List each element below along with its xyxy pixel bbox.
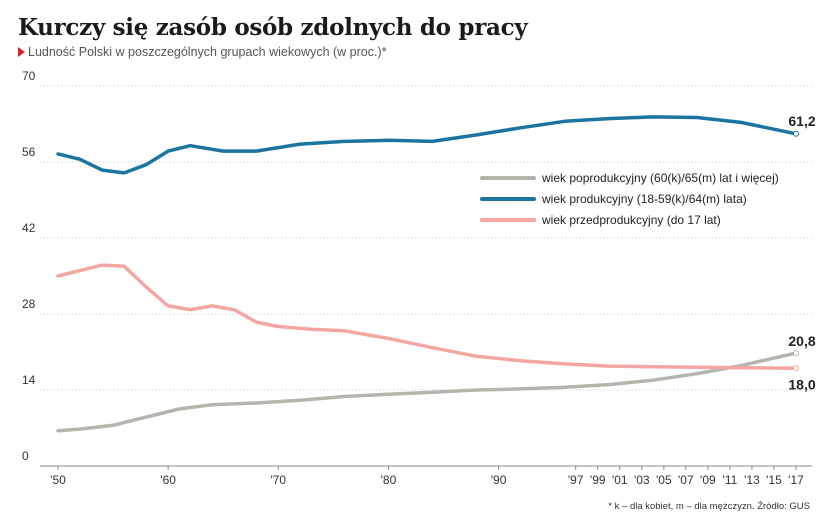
end-point-marker: [793, 350, 799, 357]
grid-layer: [40, 85, 812, 467]
y-tick-label: 28: [22, 297, 36, 311]
footnote: * k – dla kobiet, m – dla mężczyzn. Źród…: [608, 501, 810, 512]
x-tick-label: '01: [612, 473, 628, 487]
red-triangle-icon: [18, 47, 25, 57]
end-value-label: 61,2: [788, 113, 815, 129]
end-value-label: 20,8: [788, 333, 815, 349]
x-tick-label: '17: [788, 473, 804, 487]
x-tick-label: '07: [678, 473, 694, 487]
x-tick-label: '60: [160, 473, 176, 487]
x-tick-label: '03: [634, 473, 650, 487]
x-tick-label: '15: [766, 473, 782, 487]
y-tick-label: 56: [22, 145, 36, 159]
chart-subtitle: Ludność Polski w poszczególnych grupach …: [18, 45, 387, 59]
x-tick-label: '11: [723, 473, 738, 487]
x-tick-label: '97: [568, 473, 584, 487]
x-tick-label: '50: [50, 473, 66, 487]
y-tick-label: 14: [22, 373, 36, 387]
series-line: [56, 263, 798, 371]
x-tick-label: '09: [700, 473, 716, 487]
legend-label: wiek przedprodukcyjny (do 17 lat): [541, 213, 721, 227]
series-line: [56, 351, 798, 433]
legend-label: wiek poprodukcyjny (60(k)/65(m) lat i wi…: [541, 171, 779, 185]
end-labels: 20,8 61,2 18,0: [788, 113, 815, 393]
end-value-label: 18,0: [788, 376, 815, 392]
x-tick-label: '99: [590, 473, 606, 487]
legend: wiek poprodukcyjny (60(k)/65(m) lat i wi…: [480, 171, 779, 227]
chart-title: Kurczy się zasób osób zdolnych do pracy: [18, 14, 528, 41]
x-tick-label: '13: [744, 473, 760, 487]
series-layer: [56, 115, 799, 433]
end-point-marker: [793, 130, 799, 137]
x-tick-label: '90: [491, 473, 507, 487]
y-tick-label: 0: [22, 449, 29, 463]
series-line: [56, 115, 798, 175]
y-tick-label: 70: [22, 69, 36, 83]
x-tick-label: '70: [270, 473, 286, 487]
axis-layer: 0 14 28 42 56 70 '50 '60 '70 '80 '90 '97 '99 '01 '03 '0…: [22, 69, 804, 487]
end-point-marker: [793, 365, 799, 372]
x-tick-label: '80: [381, 473, 397, 487]
y-tick-label: 42: [22, 221, 36, 235]
legend-label: wiek produkcyjny (18-59(k)/64(m) lata): [541, 192, 747, 206]
x-tick-label: '05: [656, 473, 672, 487]
chart-subtitle-text: Ludność Polski w poszczególnych grupach …: [28, 45, 387, 59]
